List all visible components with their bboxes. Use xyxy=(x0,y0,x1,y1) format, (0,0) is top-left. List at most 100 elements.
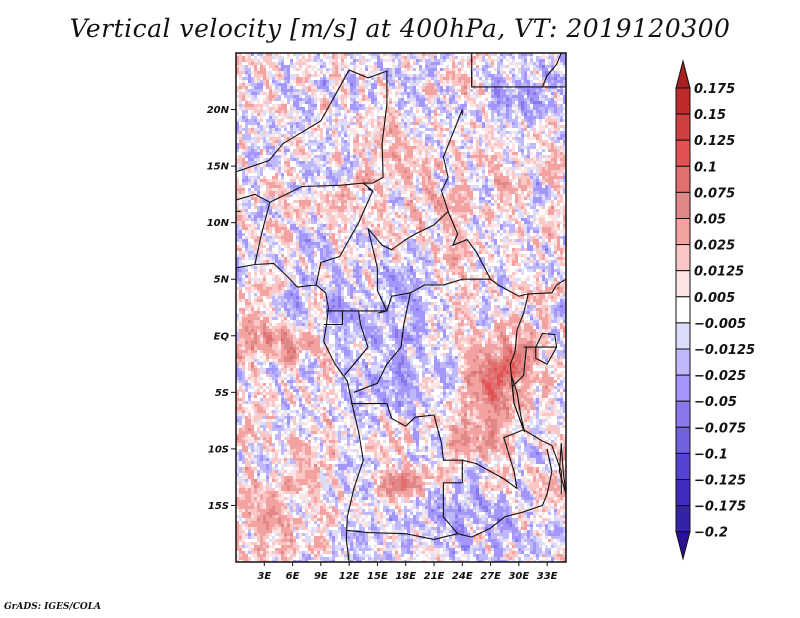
field-cell xyxy=(551,149,554,152)
field-cell xyxy=(362,212,365,215)
field-cell xyxy=(461,143,464,146)
field-cell xyxy=(506,215,509,218)
field-cell xyxy=(308,56,311,59)
field-cell xyxy=(356,125,359,128)
field-cell xyxy=(392,68,395,71)
field-cell xyxy=(392,188,395,191)
field-cell xyxy=(512,143,515,146)
field-cell xyxy=(368,167,371,170)
field-cell xyxy=(536,179,539,182)
field-cell xyxy=(437,131,440,134)
field-cell xyxy=(362,197,365,200)
field-cell xyxy=(527,155,530,158)
field-cell xyxy=(269,137,272,140)
field-cell xyxy=(485,131,488,134)
field-cell xyxy=(359,74,362,77)
field-cell xyxy=(521,137,524,140)
field-cell xyxy=(542,86,545,89)
field-cell xyxy=(437,146,440,149)
field-cell xyxy=(341,131,344,134)
field-cell xyxy=(323,107,326,110)
field-cell xyxy=(293,116,296,119)
field-cell xyxy=(521,95,524,98)
field-cell xyxy=(554,140,557,143)
field-cell xyxy=(542,104,545,107)
field-cell xyxy=(518,53,521,56)
field-cell xyxy=(428,113,431,116)
field-cell xyxy=(353,77,356,80)
field-cell xyxy=(293,143,296,146)
field-cell xyxy=(254,128,257,131)
field-cell xyxy=(245,173,248,176)
field-cell xyxy=(458,104,461,107)
field-cell xyxy=(464,74,467,77)
field-cell xyxy=(506,161,509,164)
field-cell xyxy=(386,176,389,179)
field-cell xyxy=(545,191,548,194)
field-cell xyxy=(317,158,320,161)
field-cell xyxy=(236,218,239,221)
field-cell xyxy=(503,203,506,206)
field-cell xyxy=(296,107,299,110)
field-cell xyxy=(314,155,317,158)
field-cell xyxy=(512,158,515,161)
field-cell xyxy=(308,80,311,83)
field-cell xyxy=(407,128,410,131)
field-cell xyxy=(422,164,425,167)
field-cell xyxy=(359,155,362,158)
field-cell xyxy=(515,125,518,128)
field-cell xyxy=(554,98,557,101)
field-cell xyxy=(290,191,293,194)
field-cell xyxy=(512,71,515,74)
field-cell xyxy=(356,176,359,179)
field-cell xyxy=(542,161,545,164)
field-cell xyxy=(398,146,401,149)
field-cell xyxy=(410,68,413,71)
field-cell xyxy=(455,176,458,179)
field-cell xyxy=(275,194,278,197)
field-cell xyxy=(299,197,302,200)
field-cell xyxy=(455,161,458,164)
field-cell xyxy=(302,143,305,146)
field-cell xyxy=(269,146,272,149)
field-cell xyxy=(557,212,560,215)
field-cell xyxy=(332,104,335,107)
field-cell xyxy=(326,77,329,80)
field-cell xyxy=(458,122,461,125)
field-cell xyxy=(248,80,251,83)
field-cell xyxy=(560,146,563,149)
field-cell xyxy=(281,188,284,191)
field-cell xyxy=(407,203,410,206)
field-cell xyxy=(302,122,305,125)
field-cell xyxy=(413,185,416,188)
field-cell xyxy=(308,191,311,194)
field-cell xyxy=(485,137,488,140)
field-cell xyxy=(554,149,557,152)
field-cell xyxy=(353,179,356,182)
field-cell xyxy=(320,71,323,74)
field-cell xyxy=(389,191,392,194)
field-cell xyxy=(509,182,512,185)
field-cell xyxy=(317,89,320,92)
field-cell xyxy=(530,158,533,161)
field-cell xyxy=(482,59,485,62)
field-cell xyxy=(341,191,344,194)
field-cell xyxy=(365,80,368,83)
field-cell xyxy=(293,101,296,104)
field-cell xyxy=(341,122,344,125)
field-cell xyxy=(497,83,500,86)
field-cell xyxy=(554,197,557,200)
field-cell xyxy=(530,185,533,188)
field-cell xyxy=(344,167,347,170)
field-cell xyxy=(485,206,488,209)
field-cell xyxy=(320,77,323,80)
field-cell xyxy=(347,179,350,182)
field-cell xyxy=(395,122,398,125)
field-cell xyxy=(311,65,314,68)
field-cell xyxy=(365,98,368,101)
field-cell xyxy=(497,209,500,212)
field-cell xyxy=(512,119,515,122)
field-cell xyxy=(359,176,362,179)
field-cell xyxy=(536,59,539,62)
field-cell xyxy=(557,203,560,206)
